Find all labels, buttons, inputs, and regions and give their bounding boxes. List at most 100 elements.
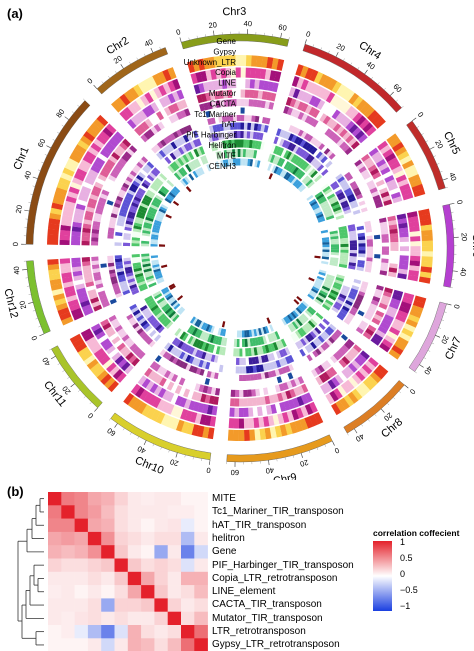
- track-bin: [163, 137, 170, 145]
- track-bin: [357, 353, 367, 364]
- track-0: [69, 333, 119, 393]
- track-bin: [358, 166, 367, 174]
- track-bin: [274, 369, 280, 376]
- track-bin: [195, 367, 202, 375]
- track-bin: [100, 297, 109, 305]
- track-bin: [332, 284, 342, 291]
- track-bin: [71, 148, 84, 159]
- track-bin: [326, 326, 335, 334]
- track-bin: [204, 415, 212, 426]
- minor-tick: [414, 371, 417, 374]
- track-bin: [149, 361, 158, 370]
- track-bin: [208, 395, 215, 405]
- track-bin: [205, 92, 212, 102]
- track-bin: [340, 382, 351, 394]
- minor-tick: [438, 327, 442, 329]
- track-bin: [91, 241, 99, 246]
- track-bin: [359, 118, 370, 130]
- track-bin: [243, 122, 248, 130]
- track-bin: [60, 224, 71, 231]
- track-label: Gypsy: [213, 47, 236, 56]
- track-bin: [371, 151, 382, 161]
- track-bin: [147, 394, 158, 406]
- track-bin: [329, 262, 338, 267]
- track-bin: [59, 258, 71, 264]
- track-6: [343, 281, 369, 325]
- track-bin: [87, 146, 99, 157]
- track-bin: [247, 158, 251, 167]
- minor-tick: [404, 384, 407, 387]
- track-bin: [167, 104, 176, 114]
- track-bin: [250, 67, 257, 79]
- track-bin: [261, 345, 267, 354]
- track-bin: [83, 332, 95, 342]
- track-bin: [205, 110, 211, 118]
- track-bin: [292, 88, 301, 99]
- track-bin: [266, 317, 271, 324]
- track-9: [338, 225, 349, 269]
- track-2: [288, 86, 368, 144]
- track-bin: [313, 85, 323, 97]
- track-bin: [364, 313, 373, 321]
- heatmap-cell: [48, 625, 62, 639]
- track-bin: [348, 137, 357, 147]
- track-bin: [71, 226, 82, 233]
- track-bin: [137, 208, 147, 214]
- track-bin: [391, 293, 402, 301]
- track-bin: [394, 146, 407, 157]
- track-bin: [367, 306, 376, 314]
- track-bin: [329, 390, 339, 402]
- track-bin: [365, 328, 375, 337]
- track-bin: [283, 106, 290, 114]
- track-bin: [62, 276, 73, 284]
- track-bin: [212, 345, 218, 354]
- track-bin: [288, 133, 295, 142]
- minor-tick: [41, 333, 45, 336]
- track-bin: [315, 337, 323, 346]
- track-bin: [175, 170, 184, 179]
- track-bin: [176, 111, 183, 120]
- track-bin: [179, 136, 187, 145]
- track-bin: [84, 214, 93, 221]
- track-bin: [268, 394, 275, 404]
- track-bin: [308, 95, 318, 106]
- track-0: [388, 295, 427, 360]
- track-bin: [245, 67, 252, 78]
- track-bin: [304, 67, 314, 80]
- track-bin: [243, 139, 247, 148]
- track-bin: [322, 318, 330, 326]
- track-bin: [293, 319, 301, 328]
- heatmap-cell: [48, 585, 62, 599]
- track-bin: [284, 356, 291, 365]
- track-bin: [201, 360, 208, 369]
- track-bin: [152, 199, 161, 206]
- track-bin: [382, 148, 394, 159]
- track-bin: [301, 113, 308, 122]
- track-bin: [329, 198, 338, 205]
- track-8: [347, 224, 357, 270]
- track-bin: [176, 306, 184, 314]
- track-bin: [83, 273, 93, 279]
- track-bin: [107, 380, 119, 393]
- track-bin: [137, 210, 146, 217]
- track-bin: [354, 190, 362, 197]
- track-bin: [77, 346, 90, 357]
- track-11: [150, 186, 181, 247]
- track-bin: [130, 319, 138, 327]
- heatmap-row-label: Copia_LTR_retrotransposon: [212, 572, 338, 584]
- track-bin: [248, 139, 253, 149]
- heatmap-cell: [61, 571, 75, 586]
- minor-tick: [38, 169, 41, 171]
- track-bin: [270, 92, 277, 102]
- track-bin: [83, 131, 96, 142]
- track-bin: [349, 237, 357, 241]
- track-bin: [170, 417, 180, 431]
- track-bin: [340, 252, 349, 257]
- track-bin: [324, 210, 333, 216]
- heatmap-cell: [127, 545, 142, 559]
- track-bin: [300, 405, 309, 417]
- track-bin: [278, 147, 285, 157]
- heatmap-cell: [141, 518, 155, 533]
- track-bin: [331, 287, 340, 293]
- track-bin: [287, 163, 295, 173]
